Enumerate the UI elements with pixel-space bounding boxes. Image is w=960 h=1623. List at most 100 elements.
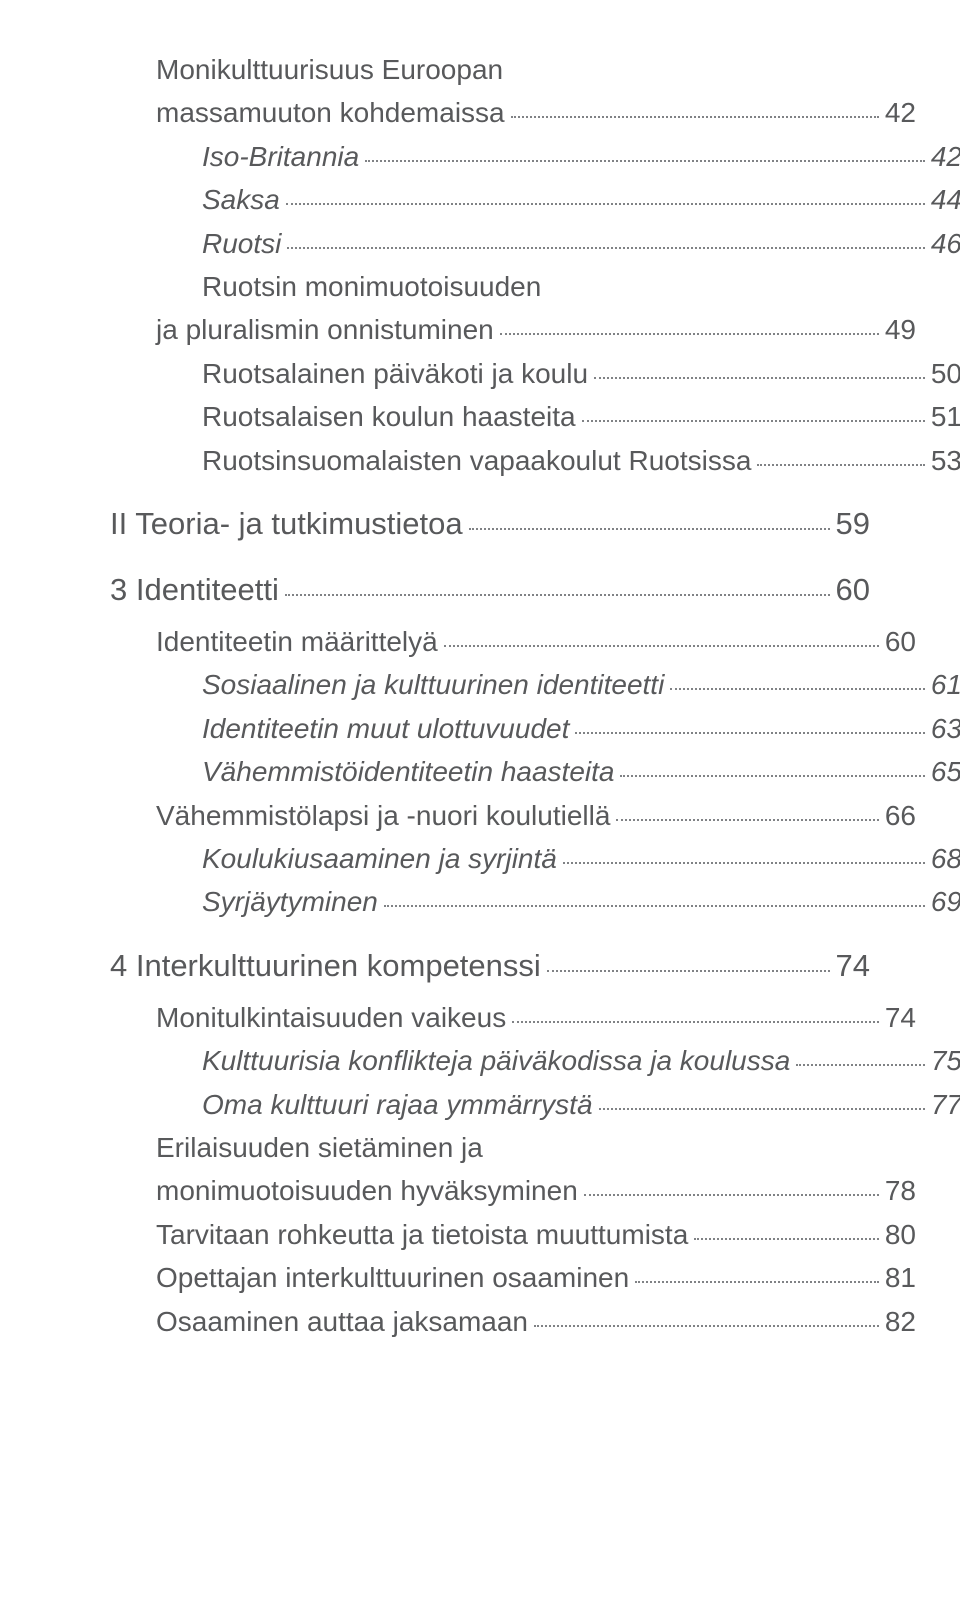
toc-entry: Ruotsinsuomalaisten vapaakoulut Ruotsiss…	[202, 439, 960, 482]
toc-label: Ruotsalaisen koulun haasteita	[202, 395, 576, 438]
toc-page-number: 68	[931, 837, 960, 880]
toc-entry: Vähemmistöidentiteetin haasteita 65	[202, 750, 960, 793]
toc-entry: Iso-Britannia 42	[202, 135, 960, 178]
toc-entry: Vähemmistölapsi ja -nuori koulutiellä 66	[156, 794, 916, 837]
toc-page-number: 69	[931, 880, 960, 923]
toc-entry: Sosiaalinen ja kulttuurinen identiteetti…	[202, 663, 960, 706]
spacer	[110, 482, 870, 500]
toc-page-number: 75	[931, 1039, 960, 1082]
toc-entry: Identiteetin muut ulottuvuudet 63	[202, 707, 960, 750]
toc-label: Iso-Britannia	[202, 135, 359, 178]
toc-label: 4 Interkulttuurinen kompetenssi	[110, 942, 541, 990]
toc-entry: Saksa 44	[202, 178, 960, 221]
spacer	[110, 924, 870, 942]
toc-label: Sosiaalinen ja kulttuurinen identiteetti	[202, 663, 664, 706]
toc-leader-dots	[670, 688, 925, 690]
toc-label: Ruotsinsuomalaisten vapaakoulut Ruotsiss…	[202, 439, 751, 482]
toc-entry: Identiteetin määrittelyä 60	[156, 620, 916, 663]
toc-leader-dots	[500, 333, 879, 335]
toc-page-number: 77	[931, 1083, 960, 1126]
toc-label: 3 Identiteetti	[110, 566, 279, 614]
toc-leader-dots	[444, 645, 879, 647]
toc-page-number: 46	[931, 222, 960, 265]
toc-page-number: 61	[931, 663, 960, 706]
toc-entry: Opettajan interkulttuurinen osaaminen 81	[156, 1256, 916, 1299]
toc-leader-dots	[286, 203, 925, 205]
toc-entry: Erilaisuuden sietäminen ja	[156, 1126, 916, 1169]
toc-label: Syrjäytyminen	[202, 880, 378, 923]
toc-leader-dots	[547, 970, 830, 972]
toc-label: Ruotsi	[202, 222, 281, 265]
toc-entry: Oma kulttuuri rajaa ymmärrystä 77	[202, 1083, 960, 1126]
toc-page-number: 59	[836, 500, 870, 548]
toc-page-number: 42	[931, 135, 960, 178]
toc-entry: monimuotoisuuden hyväksyminen 78	[156, 1169, 916, 1212]
toc-leader-dots	[469, 528, 830, 530]
toc-leader-dots	[694, 1238, 879, 1240]
toc-leader-dots	[512, 1021, 879, 1023]
toc-page-number: 78	[885, 1169, 916, 1212]
toc-label: Vähemmistölapsi ja -nuori koulutiellä	[156, 794, 610, 837]
toc-entry: Monikulttuurisuus Euroopan	[156, 48, 916, 91]
toc-label: Identiteetin muut ulottuvuudet	[202, 707, 569, 750]
toc-page-number: 66	[885, 794, 916, 837]
toc-entry: Kulttuurisia konflikteja päiväkodissa ja…	[202, 1039, 960, 1082]
toc-entry: Monitulkintaisuuden vaikeus74	[156, 996, 916, 1039]
toc-entry: massamuuton kohdemaissa 42	[156, 91, 916, 134]
toc-entry: 3 Identiteetti60	[110, 566, 870, 614]
toc-entry: Tarvitaan rohkeutta ja tietoista muuttum…	[156, 1213, 916, 1256]
toc-leader-dots	[594, 377, 925, 379]
toc-label: monimuotoisuuden hyväksyminen	[156, 1169, 578, 1212]
toc-label: Opettajan interkulttuurinen osaaminen	[156, 1256, 629, 1299]
toc-page-number: 60	[885, 620, 916, 663]
toc-leader-dots	[563, 862, 925, 864]
toc-label: Vähemmistöidentiteetin haasteita	[202, 750, 614, 793]
toc-entry: Ruotsalaisen koulun haasteita 51	[202, 395, 960, 438]
toc-entry: Syrjäytyminen 69	[202, 880, 960, 923]
toc-entry: Osaaminen auttaa jaksamaan 82	[156, 1300, 916, 1343]
toc-page-number: 65	[931, 750, 960, 793]
toc-leader-dots	[582, 420, 925, 422]
toc-page-number: 53	[931, 439, 960, 482]
toc-leader-dots	[796, 1064, 925, 1066]
toc-page-number: 49	[885, 308, 916, 351]
toc-label: ja pluralismin onnistuminen	[156, 308, 494, 351]
toc-label: Osaaminen auttaa jaksamaan	[156, 1300, 528, 1343]
toc-label: II Teoria- ja tutkimustietoa	[110, 500, 463, 548]
toc-leader-dots	[384, 905, 925, 907]
toc-label: Saksa	[202, 178, 280, 221]
toc-entry: Koulukiusaaminen ja syrjintä 68	[202, 837, 960, 880]
toc-page: Monikulttuurisuus Euroopanmassamuuton ko…	[0, 0, 960, 1403]
toc-page-number: 82	[885, 1300, 916, 1343]
toc-leader-dots	[616, 819, 878, 821]
spacer	[110, 548, 870, 566]
toc-label: massamuuton kohdemaissa	[156, 91, 505, 134]
toc-leader-dots	[285, 594, 830, 596]
toc-leader-dots	[511, 116, 879, 118]
toc-page-number: 81	[885, 1256, 916, 1299]
toc-label: Monitulkintaisuuden vaikeus	[156, 996, 506, 1039]
toc-label: Ruotsin monimuotoisuuden	[202, 265, 541, 308]
toc-entry: 4 Interkulttuurinen kompetenssi74	[110, 942, 870, 990]
toc-leader-dots	[599, 1108, 925, 1110]
toc-entry: ja pluralismin onnistuminen 49	[156, 308, 916, 351]
toc-page-number: 80	[885, 1213, 916, 1256]
toc-entry: Ruotsalainen päiväkoti ja koulu50	[202, 352, 960, 395]
toc-page-number: 44	[931, 178, 960, 221]
toc-leader-dots	[620, 775, 924, 777]
toc-leader-dots	[365, 160, 925, 162]
toc-label: Monikulttuurisuus Euroopan	[156, 48, 503, 91]
toc-label: Erilaisuuden sietäminen ja	[156, 1126, 483, 1169]
toc-label: Kulttuurisia konflikteja päiväkodissa ja…	[202, 1039, 790, 1082]
toc-page-number: 42	[885, 91, 916, 134]
toc-leader-dots	[534, 1325, 879, 1327]
toc-leader-dots	[584, 1194, 879, 1196]
toc-leader-dots	[287, 247, 924, 249]
toc-label: Identiteetin määrittelyä	[156, 620, 438, 663]
toc-label: Oma kulttuuri rajaa ymmärrystä	[202, 1083, 593, 1126]
toc-page-number: 63	[931, 707, 960, 750]
toc-entry: II Teoria- ja tutkimustietoa 59	[110, 500, 870, 548]
toc-label: Ruotsalainen päiväkoti ja koulu	[202, 352, 588, 395]
toc-page-number: 51	[931, 395, 960, 438]
toc-label: Koulukiusaaminen ja syrjintä	[202, 837, 557, 880]
